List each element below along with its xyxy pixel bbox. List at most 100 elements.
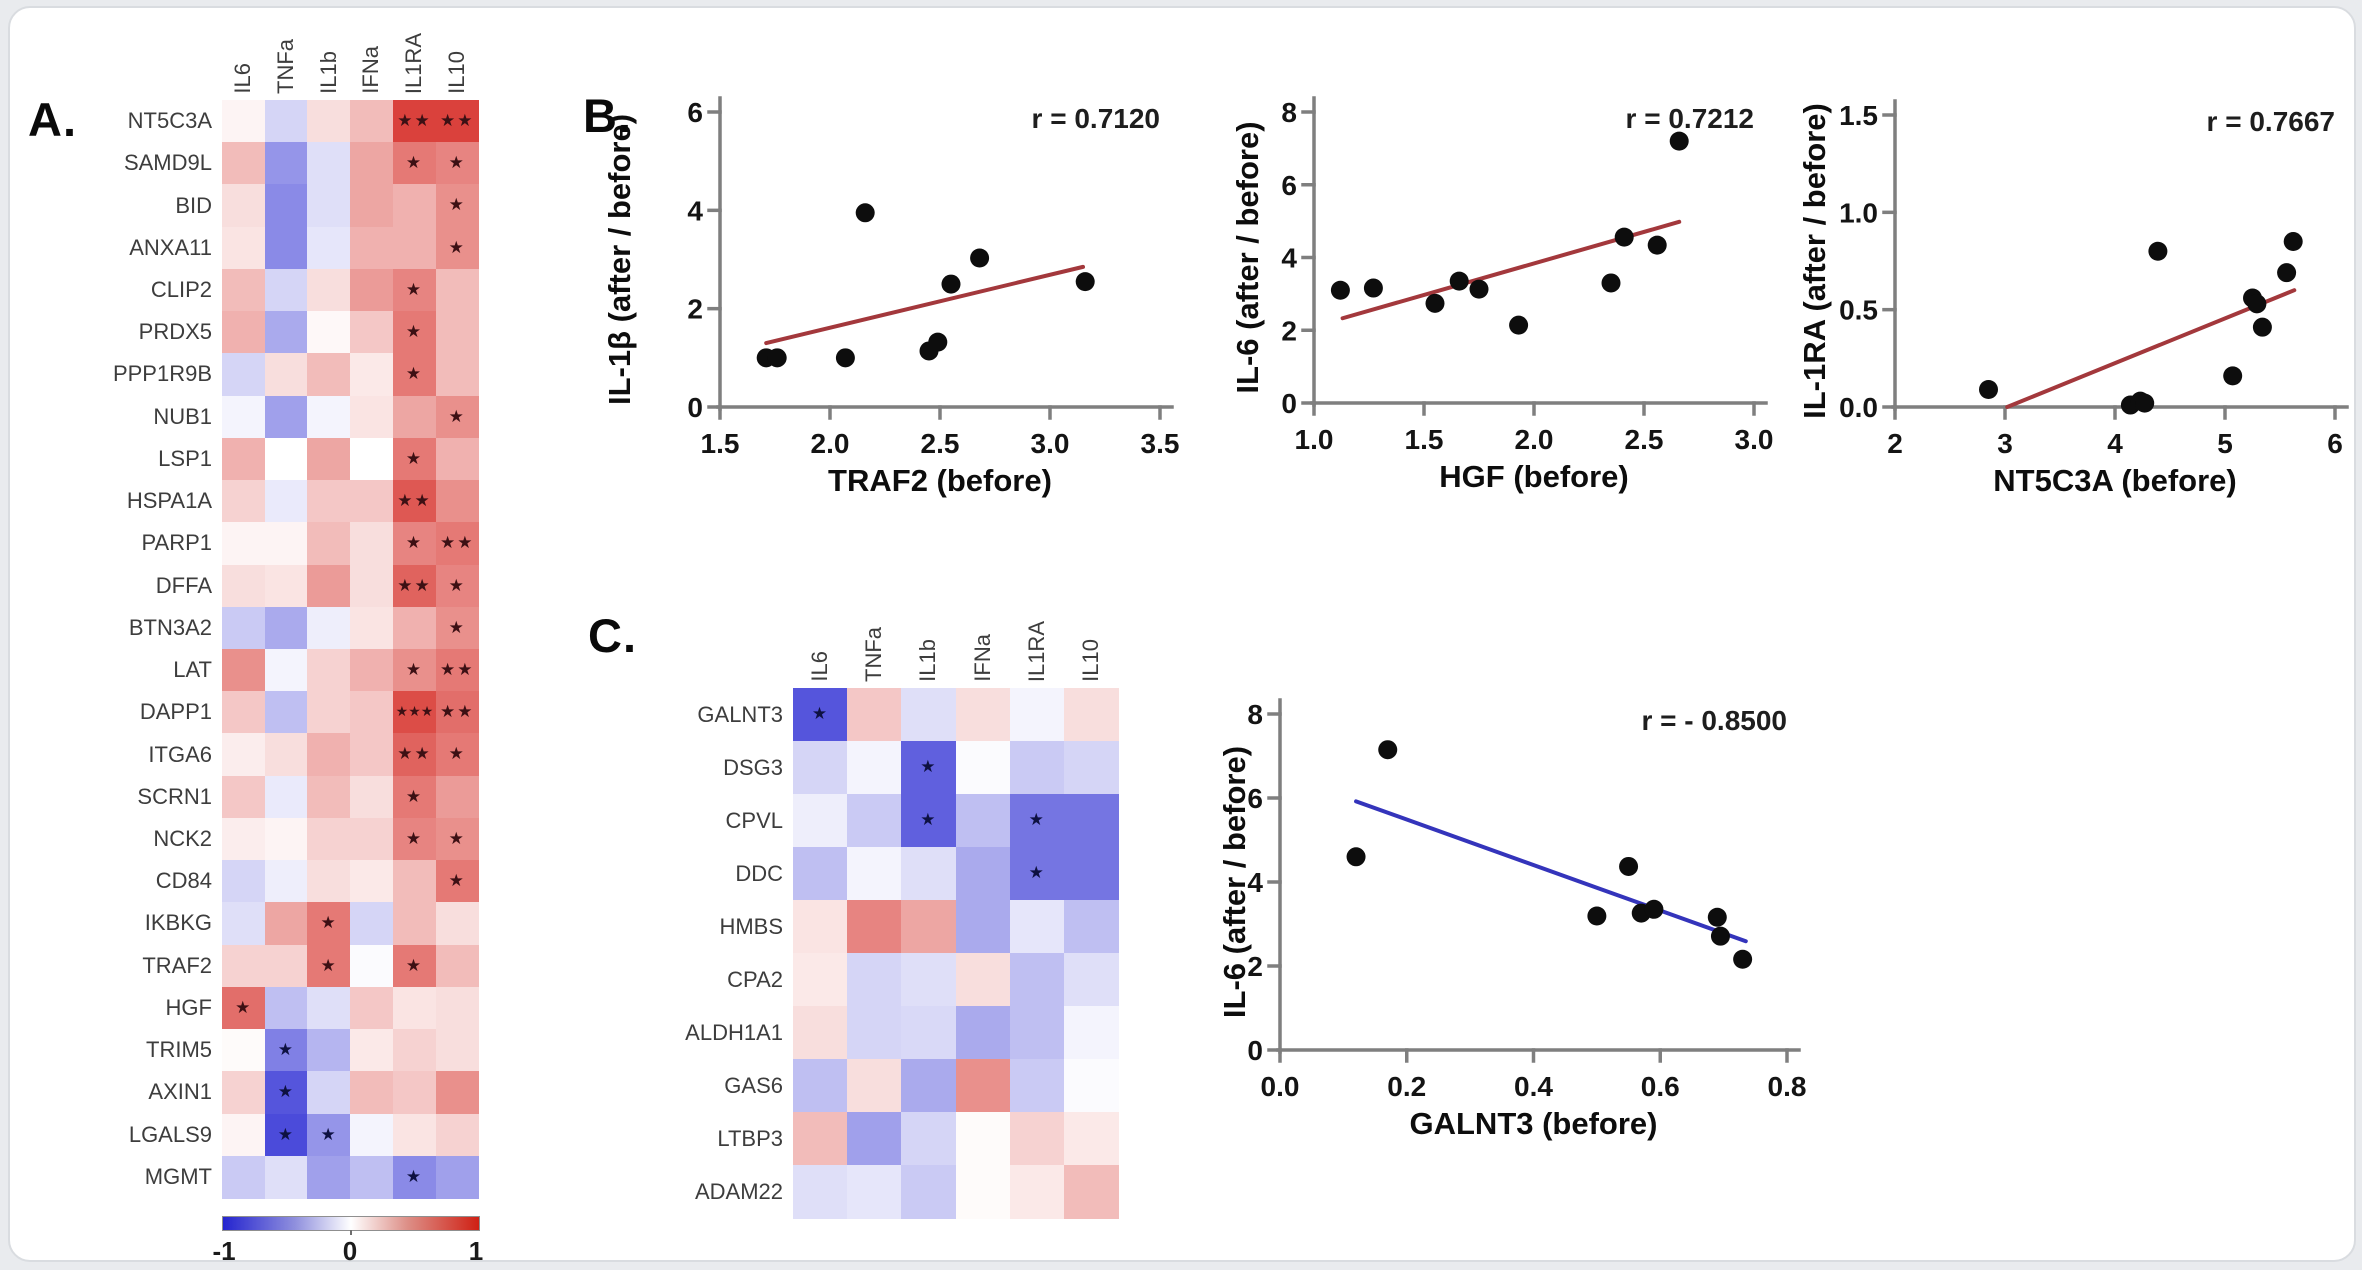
significance-stars: ★ — [405, 828, 424, 849]
heatmap-cell: ★ — [1009, 847, 1065, 901]
y-tick-label: 4 — [687, 195, 703, 226]
significance-stars: ★★ — [439, 702, 475, 723]
heatmap-cell — [901, 1112, 957, 1166]
x-tick-label: 0.0 — [1261, 1071, 1300, 1102]
heatmap-cell — [350, 268, 394, 312]
significance-stars: ★ — [405, 533, 424, 554]
heatmap-cell: ★ — [392, 268, 437, 312]
significance-stars: ★ — [405, 955, 424, 976]
heatmap-cell: ★ — [307, 902, 351, 946]
heatmap-cell — [222, 1113, 266, 1157]
heatmap-cell — [392, 902, 437, 946]
significance-stars: ★ — [320, 1124, 338, 1145]
heatmap-cell — [1064, 953, 1119, 1007]
heatmap-cell — [264, 944, 309, 988]
heatmap-cell — [1009, 1112, 1065, 1166]
data-point — [2252, 317, 2272, 337]
significance-stars: ★★★ — [395, 704, 434, 721]
cytokine-label: IL1b — [315, 51, 341, 94]
gene-label: LSP1 — [158, 445, 212, 471]
data-point — [1587, 906, 1607, 926]
heatmap-cell — [222, 564, 266, 608]
scatter-il6-vs-galnt3: 0.0 0.2 0.4 0.6 0.8 0 2 4 6 8 GALNT3 (before) IL-6 … — [1217, 698, 1806, 1141]
data-point — [1733, 949, 1753, 969]
data-point — [767, 348, 787, 368]
heatmap-cell — [350, 311, 394, 355]
heatmap-cell: ★★ — [392, 480, 437, 523]
y-tick-label: 2 — [1281, 315, 1297, 346]
gene-label: LGALS9 — [128, 1121, 212, 1147]
heatmap-cell — [222, 353, 266, 397]
heatmap-cell — [222, 775, 266, 819]
cytokine-label: IL1RA — [1023, 620, 1049, 682]
x-tick-label: 0.6 — [1641, 1071, 1680, 1102]
heatmap-cell — [1009, 900, 1065, 954]
heatmap-cell: ★ — [435, 184, 479, 228]
significance-stars: ★ — [920, 757, 938, 777]
heatmap-cell: ★ — [307, 1113, 351, 1157]
data-point — [2247, 294, 2267, 314]
cytokine-column-header: IL6 — [222, 0, 265, 94]
heatmap-cell — [307, 184, 351, 228]
heatmap-cell — [955, 1165, 1011, 1219]
heatmap-cell: ★ — [264, 1071, 309, 1115]
scatter-il6-vs-hgf: 1.0 1.5 2.0 2.5 3.0 0 2 4 6 8 HGF (before) IL-6 (af… — [1230, 96, 1773, 494]
heatmap-cell — [793, 900, 848, 954]
data-point — [1363, 278, 1383, 298]
x-tick-label: 3.5 — [1141, 428, 1180, 459]
heatmap-cell — [901, 847, 957, 901]
heatmap-cell: ★★ — [435, 648, 479, 692]
y-tick-label: 2 — [1247, 951, 1263, 982]
gene-label: HSPA1A — [126, 488, 212, 514]
data-point — [2148, 241, 2168, 261]
heatmap-cell — [793, 847, 848, 901]
cytokine-label: IFNa — [969, 634, 995, 682]
heatmap-cell — [222, 691, 266, 735]
heatmap-cell: ★ — [392, 648, 437, 692]
heatmap-cell: ★ — [264, 1113, 309, 1157]
heatmap-cell — [955, 953, 1011, 1007]
data-point — [941, 274, 961, 294]
x-tick-label: 4 — [2107, 428, 2123, 459]
heatmap-cell: ★ — [901, 794, 957, 848]
heatmap-cell — [435, 1029, 479, 1072]
significance-stars: ★ — [405, 448, 424, 469]
heatmap-cell — [847, 847, 903, 901]
cytokine-column-header: IL6 — [793, 588, 847, 682]
heatmap-cell — [392, 395, 437, 439]
colorbar-mid-label: 0 — [342, 1236, 358, 1266]
x-tick-label: 2 — [1887, 428, 1903, 459]
heatmap-cell: ★ — [435, 733, 479, 777]
data-point — [1710, 926, 1730, 946]
gene-label: TRAF2 — [142, 952, 212, 978]
cytokine-label: IL10 — [443, 51, 469, 94]
heatmap-cell — [435, 986, 479, 1030]
heatmap-cell — [1009, 953, 1065, 1007]
gene-label: TRIM5 — [146, 1037, 212, 1063]
heatmap-cell: ★ — [392, 775, 437, 819]
y-tick-label: 6 — [1281, 170, 1297, 201]
heatmap-cell — [222, 1071, 266, 1115]
heatmap-cell — [392, 986, 437, 1030]
heatmap-cell — [264, 1155, 309, 1199]
significance-stars: ★ — [277, 1124, 295, 1145]
y-tick-label: 8 — [1281, 97, 1297, 128]
heatmap-cell — [901, 1006, 957, 1060]
data-point — [2223, 366, 2243, 386]
heatmap-cell — [392, 860, 437, 904]
x-tick-label: 2.0 — [1515, 424, 1554, 455]
y-axis-title: IL-6 (after / before) — [1230, 121, 1265, 393]
heatmap-cell — [955, 1112, 1011, 1166]
heatmap-cell — [264, 522, 309, 566]
colorbar-zero-tick — [350, 1230, 352, 1235]
data-point — [1330, 280, 1350, 300]
heatmap-cell — [222, 1155, 266, 1199]
significance-stars: ★★ — [397, 575, 432, 596]
data-point — [1644, 899, 1664, 919]
heatmap-cell — [435, 268, 479, 312]
heatmap-cell — [264, 733, 309, 777]
heatmap-cell — [435, 902, 479, 946]
heatmap-cell — [222, 817, 266, 861]
data-point — [1979, 379, 1998, 399]
data-point — [928, 332, 948, 352]
